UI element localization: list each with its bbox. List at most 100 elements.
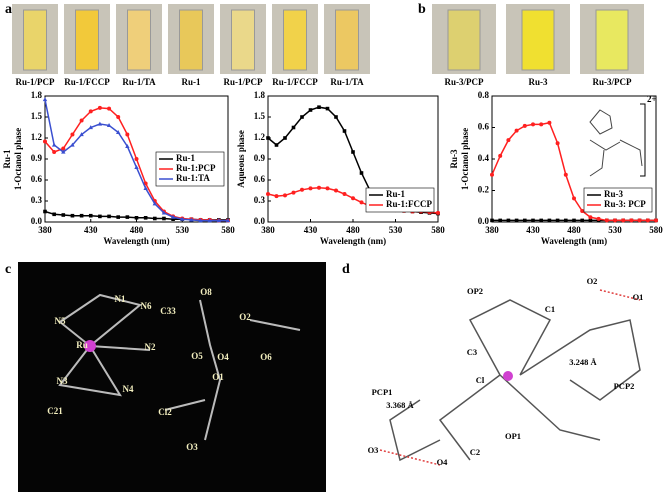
atom-label: Cl <box>476 375 485 385</box>
marker <box>621 218 626 223</box>
atom-label: Cl2 <box>158 407 172 417</box>
marker <box>88 125 93 130</box>
marker <box>116 130 121 134</box>
marker <box>539 218 543 223</box>
marker <box>125 215 130 219</box>
y-tick-label: 0.9 <box>31 153 43 163</box>
marker <box>61 146 66 151</box>
marker <box>170 214 176 219</box>
y-tick-label: 0.6 <box>31 174 43 184</box>
y-tick-label: 1.5 <box>31 111 43 121</box>
photo-label: Ru-1/FCCP <box>272 77 318 87</box>
marker <box>43 209 47 214</box>
photo-label: Ru-1/FCCP <box>64 77 110 87</box>
h-bond <box>379 289 641 466</box>
atom-label: O4 <box>437 457 449 467</box>
marker <box>98 214 102 219</box>
tube <box>23 9 47 71</box>
marker <box>359 171 364 175</box>
x-axis-label: Wavelength (nm) <box>103 236 169 246</box>
y-tick-label: 0.6 <box>254 174 266 184</box>
marker <box>436 210 440 215</box>
x-tick-label: 380 <box>485 225 499 235</box>
photo-label: Ru-3/PCP <box>593 77 632 87</box>
atom-label: C21 <box>47 406 63 416</box>
marker <box>291 125 296 130</box>
y-tick-label: 0.2 <box>478 185 490 195</box>
atom-label: C33 <box>160 306 176 316</box>
marker <box>308 108 313 112</box>
marker <box>359 200 364 205</box>
marker <box>291 190 296 195</box>
legend-label: Ru-1:FCCP <box>386 199 432 209</box>
marker <box>588 215 593 220</box>
marker <box>180 216 185 221</box>
tube <box>231 9 255 71</box>
y-tick-label: 0.3 <box>31 195 43 205</box>
marker <box>52 212 56 217</box>
marker <box>490 218 494 223</box>
photo-label: Ru-1/PCP <box>16 77 55 87</box>
atom-label: O6 <box>260 352 272 362</box>
y-tick-label: 1.8 <box>254 90 266 100</box>
y-tick-label: 0.4 <box>478 153 490 163</box>
marker <box>490 172 494 177</box>
marker <box>70 142 75 147</box>
atom-label: N3 <box>57 376 68 386</box>
marker <box>134 165 139 169</box>
x-tick-label: 530 <box>389 225 403 235</box>
photo-label: Ru-1 <box>181 77 201 87</box>
panel-letter: d <box>342 262 350 277</box>
x-tick-label: 580 <box>431 225 445 235</box>
legend-label: Ru-3: PCP <box>604 199 646 209</box>
marker <box>216 218 222 223</box>
marker <box>79 118 84 123</box>
marker <box>116 215 120 219</box>
marker <box>171 217 175 221</box>
marker <box>283 193 287 198</box>
atom-label: O1 <box>633 292 644 302</box>
y-tick-label: 0.0 <box>31 216 43 226</box>
marker <box>143 216 148 220</box>
x-tick-label: 480 <box>567 225 581 235</box>
y-tick-label: 1.2 <box>31 132 43 142</box>
marker <box>522 123 527 128</box>
photo-label: Ru-3 <box>528 77 548 87</box>
marker <box>547 120 552 125</box>
tube <box>521 9 555 71</box>
panel-letter: b <box>418 2 426 17</box>
atom-label: O4 <box>217 352 229 362</box>
y-tick-label: 0.6 <box>478 122 490 132</box>
atom-label: 3.248 Å <box>569 357 597 367</box>
marker <box>43 139 47 144</box>
structure-sketch <box>379 289 641 466</box>
marker <box>207 218 212 223</box>
x-tick-label: 580 <box>221 225 235 235</box>
x-tick-label: 480 <box>346 225 360 235</box>
marker <box>161 210 167 215</box>
marker <box>97 105 102 110</box>
marker <box>334 188 338 193</box>
marker <box>51 142 57 147</box>
marker <box>134 157 139 161</box>
marker <box>555 141 560 146</box>
atom-label: O3 <box>368 445 379 455</box>
tube <box>75 9 99 71</box>
marker <box>198 218 203 223</box>
marker <box>334 115 338 119</box>
marker <box>596 216 601 221</box>
marker <box>274 194 279 199</box>
compound-label: Ru-1 <box>2 149 12 169</box>
marker <box>588 218 593 223</box>
marker <box>547 218 552 223</box>
marker <box>572 196 576 201</box>
marker <box>274 143 279 147</box>
atom-label: O2 <box>239 312 251 322</box>
atom <box>503 371 513 381</box>
tube <box>179 9 203 71</box>
photo-label: Ru-1/TA <box>122 77 156 87</box>
atom-label: O8 <box>200 287 212 297</box>
tube <box>127 9 151 71</box>
y-tick-label: 0.9 <box>254 153 266 163</box>
